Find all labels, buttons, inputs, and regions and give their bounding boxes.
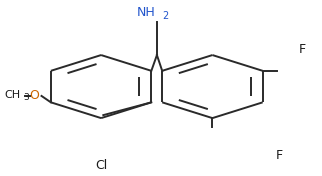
Text: Cl: Cl: [96, 159, 108, 172]
Text: O: O: [30, 89, 40, 102]
Text: NH: NH: [137, 6, 155, 19]
Text: F: F: [276, 149, 283, 162]
Text: CH: CH: [4, 90, 20, 100]
Text: F: F: [299, 43, 306, 56]
Text: 3: 3: [23, 93, 29, 102]
Text: 2: 2: [163, 11, 169, 21]
